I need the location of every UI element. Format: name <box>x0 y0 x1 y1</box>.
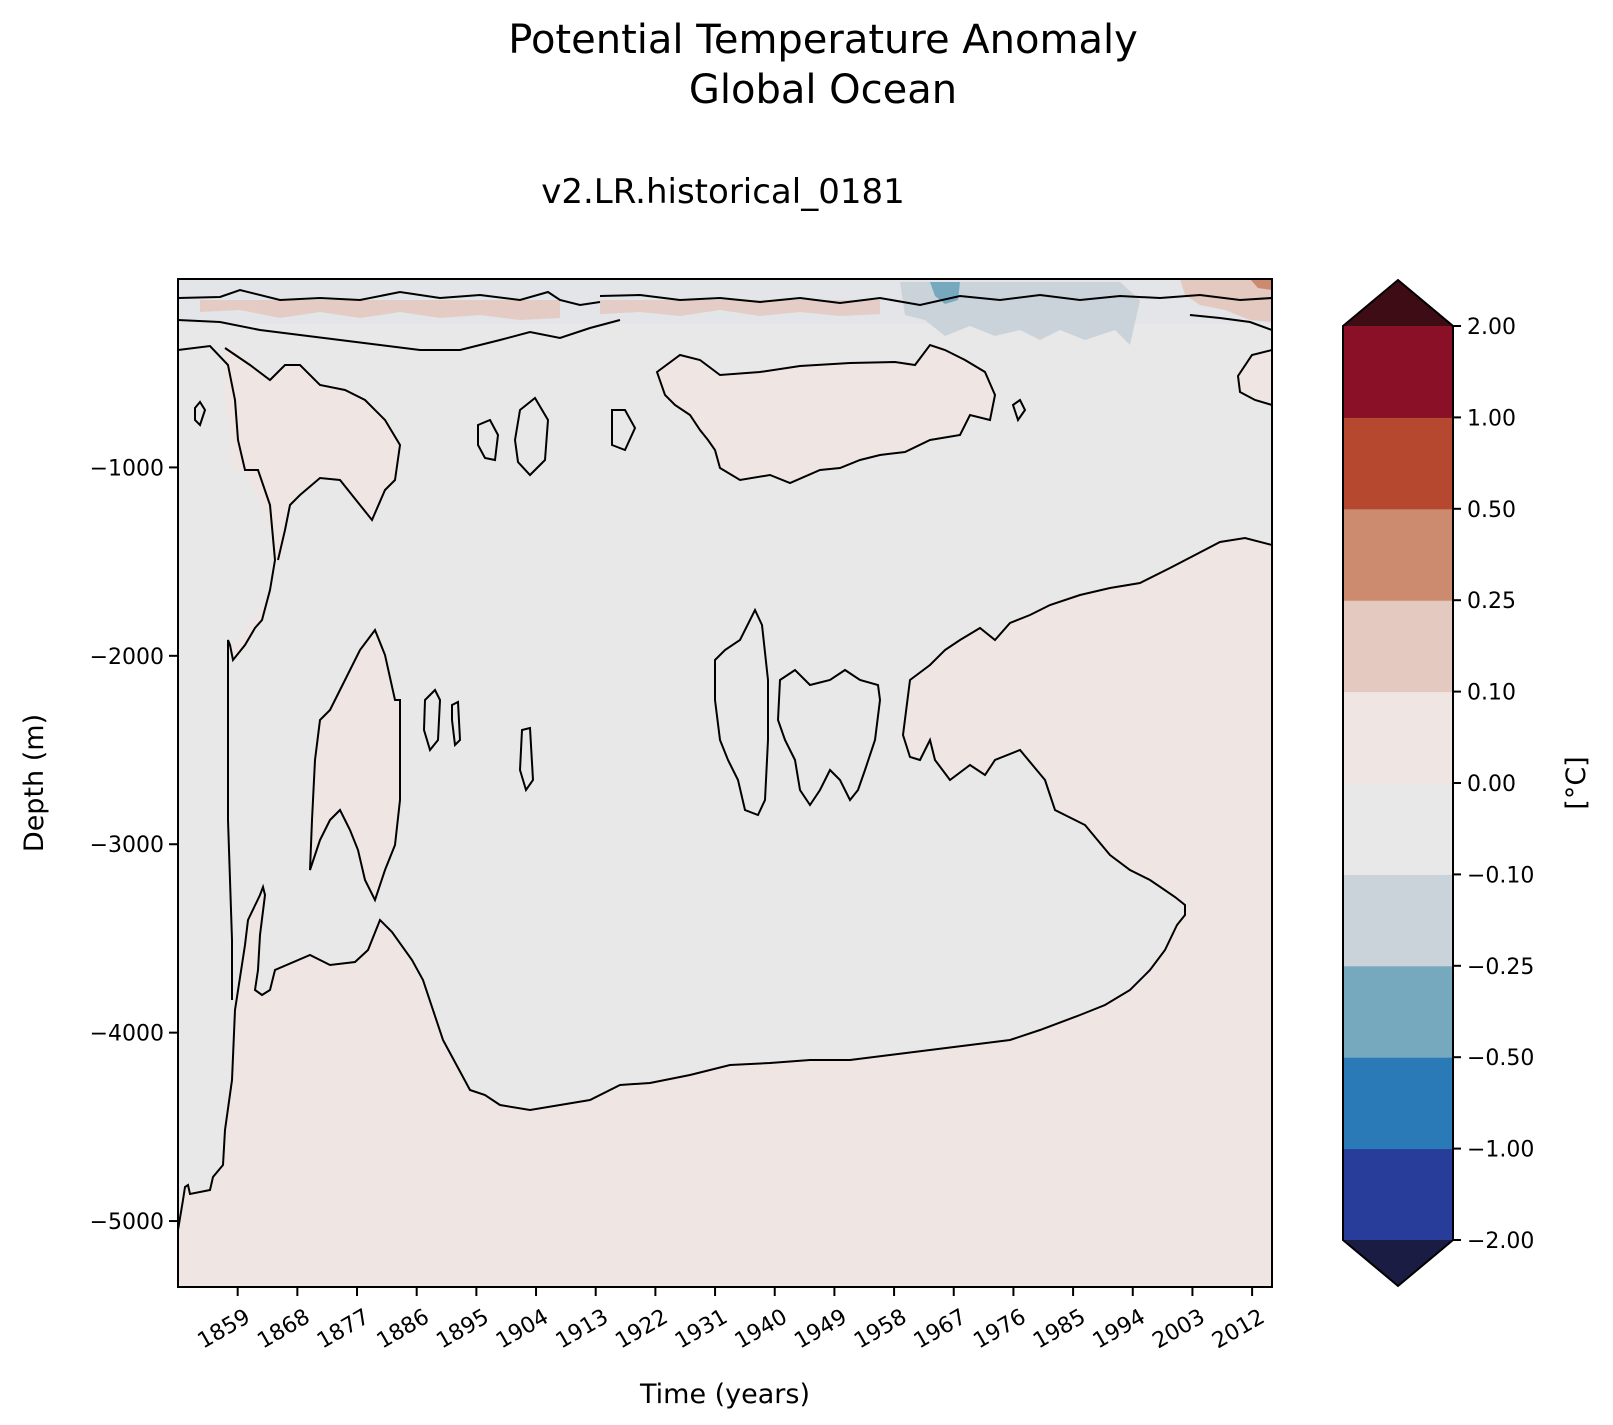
chart-title-line2: Global Ocean <box>689 67 957 113</box>
colorbar-segment <box>1343 691 1453 784</box>
x-tick-label: 1895 <box>432 1305 493 1355</box>
y-tick-label: −2000 <box>90 645 164 670</box>
x-tick-label: 1859 <box>194 1305 255 1355</box>
y-axis-label: Depth (m) <box>19 714 50 852</box>
contour-small-4 <box>513 396 550 477</box>
colorbar-label: [°C] <box>1561 756 1592 809</box>
colorbar-tick-label: 0.10 <box>1467 681 1516 706</box>
contour-surface-2 <box>178 319 621 351</box>
x-axis-ticks: 1859186818771886189519041913192219311940… <box>194 1287 1269 1354</box>
x-tick-label: 1958 <box>850 1305 911 1355</box>
contour-fill <box>178 279 1272 1287</box>
colorbar-tick-label: 1.00 <box>1467 406 1516 431</box>
colorbar-segment <box>1343 417 1453 510</box>
y-tick-label: −1000 <box>90 456 164 481</box>
plot-frame <box>177 278 1273 1288</box>
contour-small-2 <box>451 700 462 748</box>
x-tick-label: 1913 <box>552 1305 613 1355</box>
x-tick-label: 1868 <box>253 1305 314 1355</box>
colorbar-segment <box>1343 1148 1453 1241</box>
x-tick-label: 1985 <box>1029 1305 1090 1355</box>
x-tick-label: 1931 <box>671 1305 732 1355</box>
contour-small-5 <box>477 418 500 462</box>
chart-subtitle: v2.LR.historical_0181 <box>541 172 905 212</box>
x-tick-label: 1949 <box>790 1305 851 1355</box>
region-warm-mid-left <box>310 630 400 900</box>
colorbar-tick-label: −2.00 <box>1467 1229 1534 1254</box>
contour-mid-right <box>776 668 882 807</box>
x-tick-label: 1877 <box>313 1305 374 1355</box>
colorbar-extend-high <box>1343 280 1453 326</box>
region-surface-warm-streak <box>200 300 560 320</box>
colorbar-tick-label: 0.25 <box>1467 589 1516 614</box>
colorbar-extend-low <box>1343 1240 1453 1286</box>
contour-left-upper <box>178 344 277 1000</box>
x-tick-label: 1940 <box>731 1305 792 1355</box>
colorbar-tick-label: −0.25 <box>1467 955 1534 980</box>
contour-small-8 <box>1011 398 1027 423</box>
y-tick-label: −4000 <box>90 1022 164 1047</box>
colorbar-segment <box>1343 1057 1453 1150</box>
contour-small-3 <box>518 726 535 793</box>
x-tick-label: 2003 <box>1148 1305 1209 1355</box>
x-tick-label: 1904 <box>492 1305 553 1355</box>
x-tick-label: 1976 <box>969 1305 1030 1355</box>
colorbar-tick-label: 2.00 <box>1467 315 1516 340</box>
colorbar: −2.00 −1.00 −0.50 −0.25 −0.10 0.00 0.10 0.25 0.5… <box>1342 278 1534 1288</box>
contour-mid-left <box>309 627 401 903</box>
x-tick-label: 1994 <box>1089 1305 1150 1355</box>
colorbar-tick-label: 0.50 <box>1467 498 1516 523</box>
contour-abyssal <box>178 536 1272 1287</box>
colorbar-segment <box>1343 965 1453 1058</box>
y-tick-label: −3000 <box>90 833 164 858</box>
colorbar-segment <box>1343 326 1453 418</box>
colorbar-tick-label: −0.50 <box>1467 1046 1534 1071</box>
colorbar-tick-label: −1.00 <box>1467 1138 1534 1163</box>
contour-lines <box>178 288 1272 1287</box>
contour-surface-4 <box>1189 314 1272 331</box>
contour-surface-1 <box>178 288 601 307</box>
contour-small-7 <box>194 400 207 427</box>
region-surface-warm-right-strong <box>1250 279 1272 290</box>
colorbar-segment <box>1343 508 1453 601</box>
contour-small-1 <box>422 688 442 753</box>
contour-left-upper-b <box>224 347 402 561</box>
plot-area: 1859186818771886189519041913192219311940… <box>90 278 1273 1354</box>
x-axis-label: Time (years) <box>639 1379 810 1410</box>
colorbar-segment <box>1343 874 1453 967</box>
colorbar-segment <box>1343 783 1453 875</box>
region-surface-warm-right <box>1180 279 1272 322</box>
contour-mid-center <box>714 607 769 817</box>
contour-surface-3 <box>599 293 1272 307</box>
region-warm-left <box>225 348 400 660</box>
y-axis-ticks: −1000 −2000 −3000 −4000 −5000 <box>90 456 178 1235</box>
colorbar-tick-label: −0.10 <box>1467 863 1534 888</box>
x-tick-label: 1922 <box>611 1305 672 1355</box>
colorbar-segment <box>1343 600 1453 693</box>
contour-warm-patch <box>655 343 997 485</box>
chart-title-line1: Potential Temperature Anomaly <box>508 17 1138 63</box>
contour-small-6 <box>611 409 637 452</box>
region-surface-warm-streak-2 <box>600 300 880 316</box>
y-tick-label: −5000 <box>90 1210 164 1235</box>
region-surface-cool-streak <box>900 282 1140 345</box>
x-tick-label: 2012 <box>1208 1305 1269 1355</box>
x-tick-label: 1886 <box>373 1305 434 1355</box>
colorbar-tick-label: 0.00 <box>1467 772 1516 797</box>
contour-right-blob <box>1236 349 1272 406</box>
x-tick-label: 1967 <box>910 1305 971 1355</box>
region-warm-abyssal <box>178 538 1272 1287</box>
